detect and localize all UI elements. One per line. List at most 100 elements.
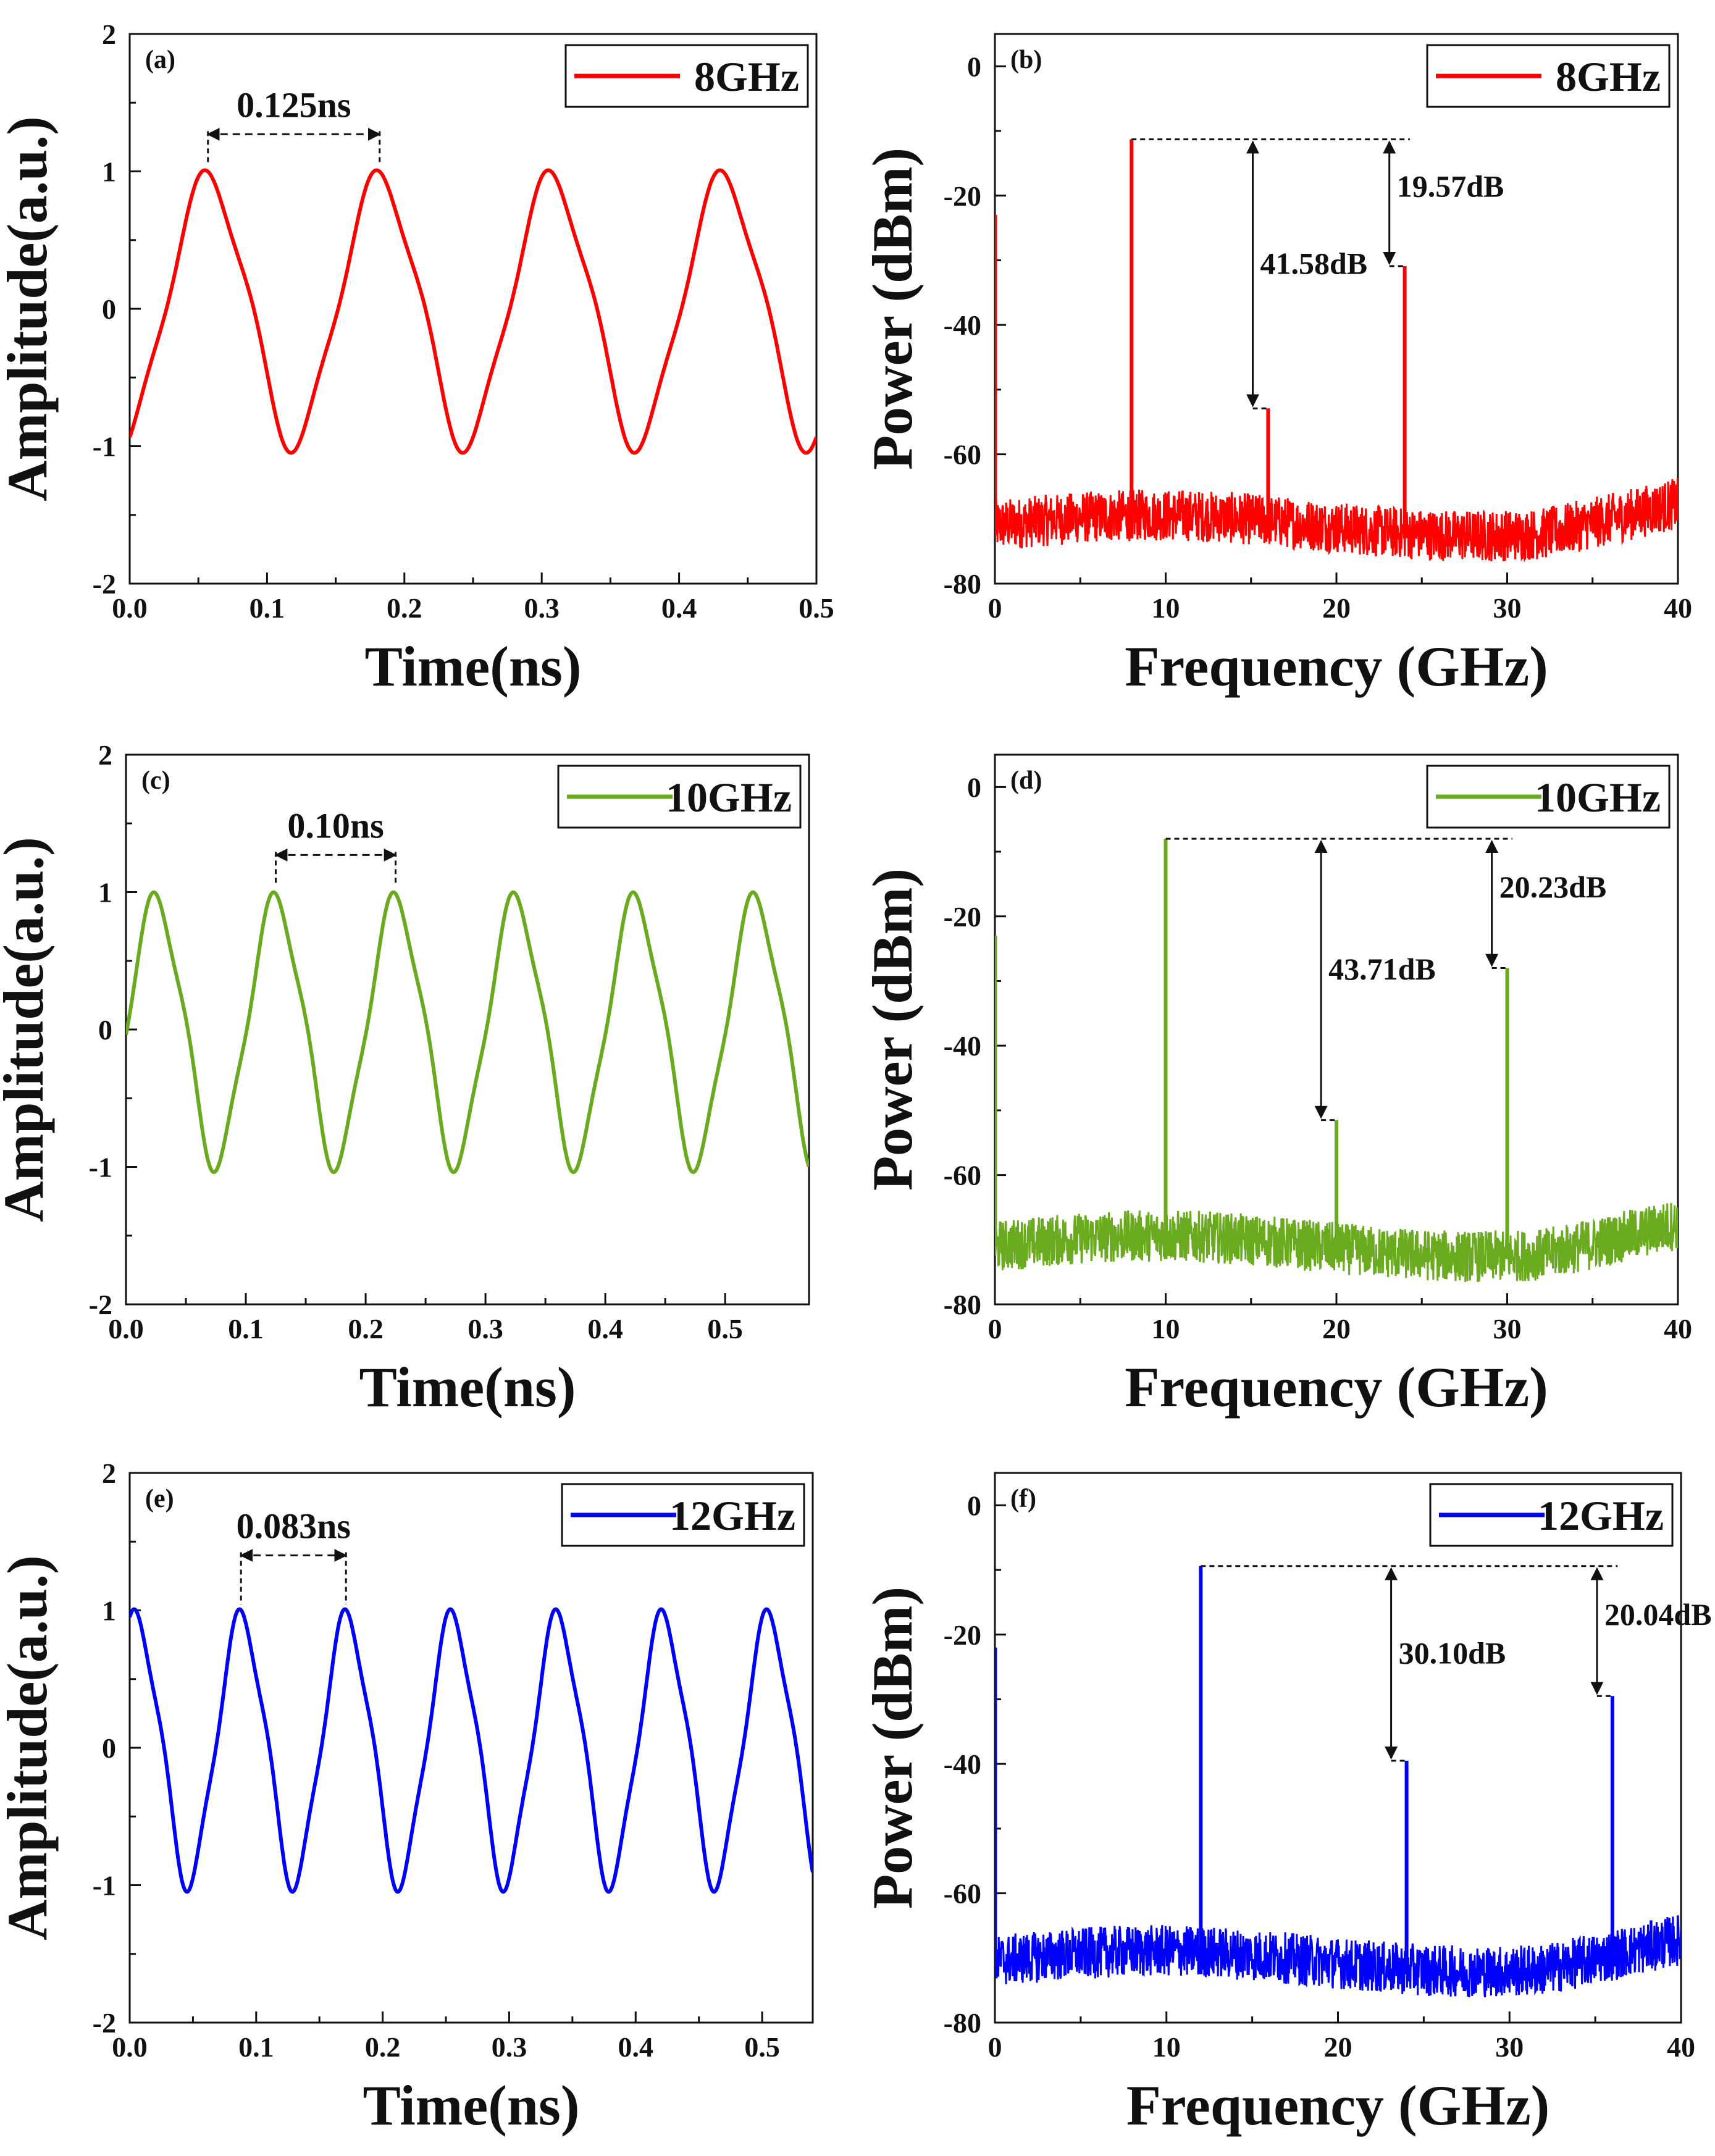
y-tick-label: -80 <box>944 568 981 600</box>
x-tick-label: 10 <box>1152 2031 1181 2063</box>
legend-label: 8GHz <box>694 53 799 100</box>
interval-label: 0.125ns <box>237 85 351 125</box>
x-tick-label: 0.4 <box>661 592 697 624</box>
x-tick-label: 0.0 <box>112 2031 148 2063</box>
x-tick-label: 0.5 <box>707 1313 743 1344</box>
x-tick-label: 20 <box>1322 1313 1351 1344</box>
y-tick-label: -40 <box>944 309 981 341</box>
y-tick-label: 0 <box>967 1490 981 1521</box>
panel-e: 0.0 0.1 0.2 0.3 0.4 0.5 -2 -1 0 1 2 Time(ns) Amplitu… <box>0 1458 814 2137</box>
y-tick-label: -20 <box>944 180 981 212</box>
interval-label: 0.083ns <box>237 1506 351 1546</box>
panel-label: (b) <box>1010 46 1042 74</box>
panel-label: (d) <box>1010 766 1042 795</box>
y-axis-label: Amplitude(a.u.) <box>0 837 55 1222</box>
y-tick-label: 0 <box>98 1014 112 1046</box>
panel-label: (c) <box>141 766 170 795</box>
y-axis-label: Amplitude(a.u.) <box>0 116 59 501</box>
legend-label: 10GHz <box>1535 774 1661 821</box>
signal-line <box>126 890 809 1174</box>
signal-line <box>130 168 816 455</box>
level-label: 20.23dB <box>1499 870 1607 904</box>
y-tick-label: -20 <box>944 1619 981 1651</box>
y-tick-label: 2 <box>102 1458 116 1489</box>
x-tick-label: 40 <box>1664 592 1692 624</box>
x-tick-label: 0 <box>988 1313 1002 1344</box>
y-tick-label: -80 <box>944 2007 981 2039</box>
y-tick-label: -2 <box>93 568 116 600</box>
x-tick-label: 0.2 <box>365 2031 401 2063</box>
x-tick-label: 0.5 <box>744 2031 780 2063</box>
y-tick-label: 0 <box>967 51 981 82</box>
y-tick-label: 0 <box>102 1732 116 1764</box>
x-tick-label: 40 <box>1667 2031 1695 2063</box>
panel-d: 0 10 20 30 40 -80 -60 -40 -20 0 Frequency (GHz) Pow… <box>861 753 1692 1419</box>
y-tick-label: 1 <box>102 1595 116 1627</box>
x-tick-label: 0.1 <box>249 592 285 624</box>
x-tick-label: 0 <box>988 592 1002 624</box>
y-tick-label: 2 <box>102 19 116 50</box>
panel-c: 0.0 0.1 0.2 0.3 0.4 0.5 -2 -1 0 1 2 Time(ns) Amplitu… <box>0 739 810 1419</box>
y-axis-label: Power (dBm) <box>861 148 924 470</box>
plot-area <box>995 139 1678 563</box>
x-axis-label: Time(ns) <box>363 2074 580 2137</box>
x-axis-label: Time(ns) <box>365 635 582 698</box>
plot-area <box>995 1566 1681 1998</box>
x-tick-label: 0.4 <box>587 1313 623 1344</box>
y-tick-label: -60 <box>944 1878 981 1910</box>
plot-area <box>130 1607 813 1894</box>
x-tick-label: 10 <box>1152 1313 1180 1344</box>
plot-frame <box>125 753 810 1306</box>
x-tick-label: 0.1 <box>228 1313 264 1344</box>
panel-b: 0 10 20 30 40 -80 -60 -40 -20 0 Frequency (GHz) Pow… <box>861 33 1692 698</box>
legend-box <box>1429 1483 1674 1547</box>
x-tick-label: 0.3 <box>524 592 560 624</box>
signal-line <box>130 1607 813 1894</box>
y-tick-label: -80 <box>944 1289 981 1320</box>
plot-frame <box>128 1472 814 2024</box>
y-tick-label: -40 <box>944 1030 981 1062</box>
level-label: 41.58dB <box>1260 246 1368 280</box>
y-tick-label: -40 <box>944 1748 981 1780</box>
legend-label: 12GHz <box>1538 1492 1664 1539</box>
y-tick-label: -20 <box>944 901 981 933</box>
x-axis-label: Frequency (GHz) <box>1126 2074 1550 2137</box>
x-axis-label: Frequency (GHz) <box>1125 1356 1548 1419</box>
x-tick-label: 0.2 <box>387 592 422 624</box>
x-tick-label: 0.3 <box>468 1313 503 1344</box>
x-tick-label: 0.0 <box>108 1313 144 1344</box>
x-tick-label: 30 <box>1495 2031 1524 2063</box>
x-tick-label: 0.1 <box>238 2031 274 2063</box>
x-tick-label: 10 <box>1152 592 1180 624</box>
legend-label: 10GHz <box>666 774 792 821</box>
level-label: 30.10dB <box>1399 1635 1506 1670</box>
y-tick-label: -60 <box>944 1160 981 1191</box>
noise-floor <box>995 477 1678 563</box>
y-tick-label: -1 <box>93 1870 116 1902</box>
interval-label: 0.10ns <box>287 805 384 845</box>
y-axis-label: Power (dBm) <box>861 1587 924 1909</box>
x-axis-label: Frequency (GHz) <box>1125 635 1548 698</box>
panel-label: (e) <box>145 1485 174 1513</box>
y-tick-label: -60 <box>944 439 981 471</box>
x-tick-label: 0.2 <box>348 1313 384 1344</box>
panel-label: (f) <box>1010 1485 1036 1513</box>
x-tick-label: 0 <box>988 2031 1002 2063</box>
x-tick-label: 0.3 <box>492 2031 527 2063</box>
plot-frame <box>128 33 818 585</box>
y-tick-label: 0 <box>102 293 116 325</box>
panel-a: 0.0 0.1 0.2 0.3 0.4 0.5 -2 -1 0 1 2 Time(ns) Amplitu… <box>0 19 834 698</box>
x-tick-label: 0.0 <box>112 592 148 624</box>
y-axis-label: Power (dBm) <box>861 868 924 1191</box>
legend-label: 8GHz <box>1556 53 1661 100</box>
x-tick-label: 20 <box>1324 2031 1352 2063</box>
noise-floor <box>995 1915 1681 1998</box>
x-tick-label: 40 <box>1664 1313 1692 1344</box>
plot-area <box>995 839 1678 1282</box>
x-axis-label: Time(ns) <box>359 1356 576 1419</box>
plot-area <box>126 890 809 1174</box>
x-tick-label: 20 <box>1322 592 1351 624</box>
y-tick-label: -1 <box>93 431 116 463</box>
panel-f: 0 10 20 30 40 -80 -60 -40 -20 0 Frequency (GHz) Pow… <box>861 1472 1712 2137</box>
